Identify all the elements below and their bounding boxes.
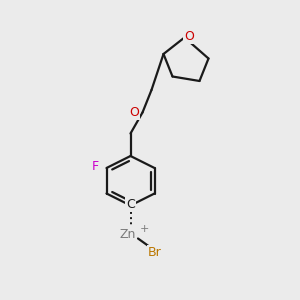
Text: F: F (92, 160, 99, 173)
Text: +: + (140, 224, 150, 235)
Text: O: O (129, 106, 139, 119)
Text: O: O (184, 29, 194, 43)
Text: C: C (126, 197, 135, 211)
Text: Zn: Zn (119, 227, 136, 241)
Text: Br: Br (148, 245, 161, 259)
